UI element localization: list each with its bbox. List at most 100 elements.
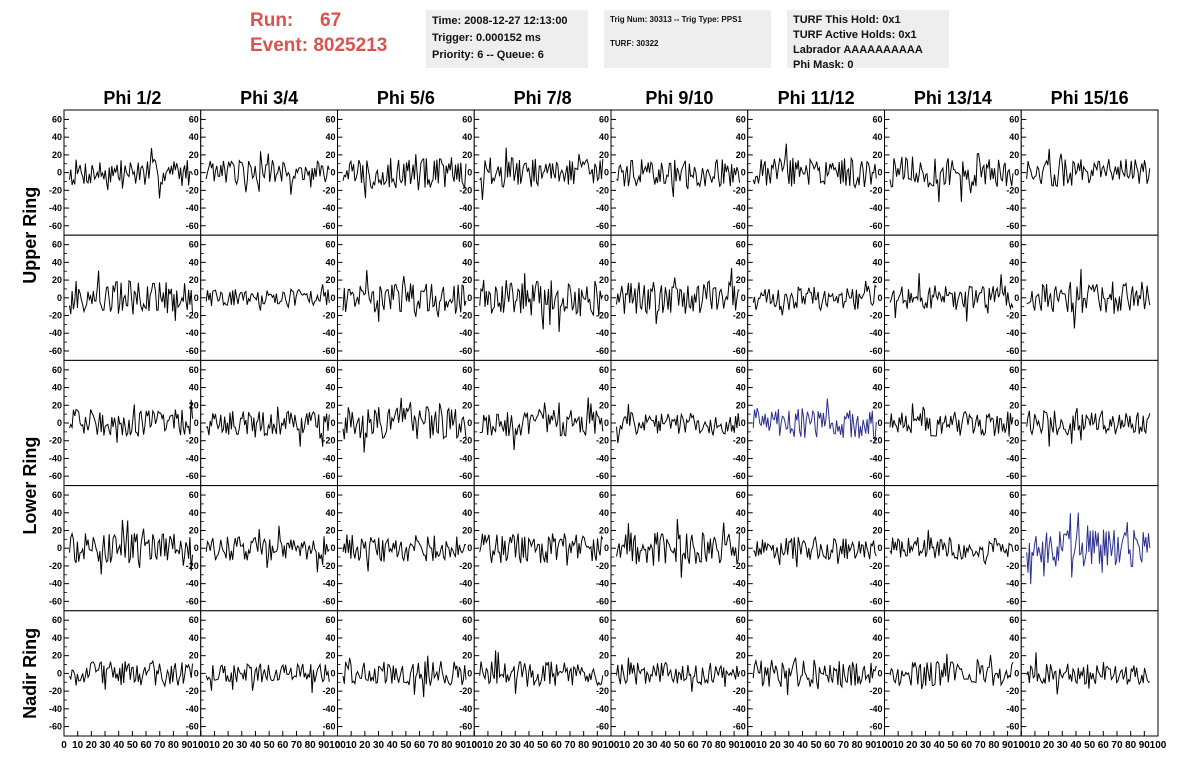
y-tick-label: 40: [1009, 633, 1019, 643]
y-tick-label: -20: [733, 185, 746, 195]
y-tick-label: -40: [869, 328, 882, 338]
waveform-panel: 60 40 20 0 -20 -40 -60: [733, 109, 885, 236]
y-tick-label: 0: [330, 418, 335, 428]
waveform-panel: 60 40 20 0 -20 -40 -60: [459, 485, 612, 612]
y-tick-label: 0: [741, 543, 746, 553]
row-group-label: Lower Ring: [20, 437, 40, 535]
y-tick-label: -60: [869, 221, 882, 231]
run-value: 67: [320, 10, 342, 31]
y-tick-label: 40: [325, 633, 335, 643]
trig-num-text: Trig Num: 30313 -- Trig Type: PPS1: [610, 15, 742, 24]
x-tick-label: 40: [113, 740, 125, 751]
x-tick-label: 10: [346, 740, 358, 751]
waveform-trace: [479, 533, 604, 566]
waveform-panel: 60 40 20 0 -20 -40 -60: [596, 359, 749, 487]
y-tick-label: -20: [869, 185, 882, 195]
waveform-panel: 60 40 20 0 -20 -40 -60: [322, 485, 475, 612]
y-tick-label: 60: [872, 240, 882, 250]
y-tick-label: 0: [741, 418, 746, 428]
y-tick-label: -40: [733, 328, 746, 338]
y-tick-label: 20: [189, 525, 199, 535]
x-tick-label: 30: [373, 740, 385, 751]
x-tick-label: 50: [674, 740, 686, 751]
y-tick-label: 60: [189, 365, 199, 375]
y-tick-label: -40: [596, 453, 609, 463]
turf-hold-text: TURF This Hold: 0x1: [793, 14, 901, 26]
y-tick-label: 0: [604, 543, 609, 553]
y-tick-label: 40: [462, 383, 472, 393]
y-tick-label: -60: [322, 471, 335, 481]
y-tick-label: 60: [599, 365, 609, 375]
y-tick-label: 40: [52, 383, 62, 393]
y-tick-label: 40: [189, 508, 199, 518]
y-tick-label: 0: [604, 668, 609, 678]
y-tick-label: -40: [733, 453, 746, 463]
x-tick-label: 10: [619, 740, 631, 751]
x-tick-label: 0: [608, 740, 614, 751]
y-tick-label: -20: [322, 311, 335, 321]
y-tick-label: 60: [872, 490, 882, 500]
y-tick-label: 40: [462, 132, 472, 142]
waveform-panel: 60 40 20 0 -20 -40 -60: [186, 485, 338, 612]
y-tick-label: 60: [325, 240, 335, 250]
y-tick-label: 20: [462, 651, 472, 661]
y-tick-label: 40: [872, 383, 882, 393]
y-tick-label: -20: [186, 436, 199, 446]
y-tick-label: 20: [599, 400, 609, 410]
y-tick-label: -40: [733, 203, 746, 213]
waveform-trace: [69, 147, 193, 199]
y-tick-label: -40: [322, 328, 335, 338]
y-tick-label: -60: [733, 471, 746, 481]
y-tick-label: 20: [1009, 150, 1019, 160]
y-tick-label: 0: [1014, 668, 1019, 678]
x-tick-label: 80: [1125, 740, 1137, 751]
y-tick-label: -40: [1006, 704, 1019, 714]
y-tick-label: 60: [189, 615, 199, 625]
y-tick-label: 40: [325, 508, 335, 518]
y-tick-label: 0: [1014, 418, 1019, 428]
waveform-panel: 60 40 20 0 -20 -40 -60: [596, 234, 749, 361]
waveform-trace: [205, 284, 330, 311]
x-tick-label: 0: [471, 740, 477, 751]
y-tick-label: 40: [325, 383, 335, 393]
y-tick-label: 60: [736, 240, 746, 250]
y-tick-label: -40: [459, 328, 472, 338]
time-text: Time: 2008-12-27 12:13:00: [432, 15, 568, 27]
y-tick-label: 40: [189, 257, 199, 267]
y-tick-label: -60: [49, 596, 62, 606]
y-tick-label: 60: [736, 365, 746, 375]
y-tick-label: 0: [467, 668, 472, 678]
y-tick-label: 0: [57, 293, 62, 303]
column-header: Phi 11/12: [778, 88, 855, 108]
y-tick-label: -60: [322, 346, 335, 356]
y-tick-label: 40: [872, 633, 882, 643]
event-value: 8025213: [313, 35, 388, 56]
y-tick-label: -60: [596, 471, 609, 481]
x-tick-label: 40: [797, 740, 809, 751]
waveform-panel: 60 40 20 0 -20 -40 -60: [733, 610, 885, 737]
y-tick-label: 60: [189, 240, 199, 250]
y-tick-label: 0: [330, 293, 335, 303]
y-tick-label: -60: [733, 596, 746, 606]
waveform-panel: 60 40 20 0 -20 -40 -60: [322, 610, 475, 737]
y-tick-label: 60: [872, 615, 882, 625]
y-tick-label: 20: [1009, 651, 1019, 661]
y-tick-label: 60: [325, 365, 335, 375]
waveform-panel: 60 40 20 0 -20 -40 -60: [459, 359, 612, 487]
y-tick-label: -60: [1006, 722, 1019, 732]
y-tick-label: -40: [459, 579, 472, 589]
y-tick-label: -40: [1006, 203, 1019, 213]
y-tick-label: 0: [57, 168, 62, 178]
trigger-text: Trigger: 0.000152 ms: [432, 32, 541, 44]
x-tick-label: 70: [154, 740, 166, 751]
x-tick-label: 80: [168, 740, 180, 751]
waveform-trace: [889, 403, 1014, 437]
y-tick-label: -60: [869, 346, 882, 356]
waveform-panel: 60 40 20 0 -20 -40 -60: [596, 109, 749, 236]
y-tick-label: 40: [325, 132, 335, 142]
waveform-trace: [69, 659, 193, 690]
turf-info-box: TURF This Hold: 0x1 TURF Active Holds: 0…: [787, 10, 949, 71]
x-tick-label: 90: [455, 740, 467, 751]
y-tick-label: 40: [599, 633, 609, 643]
